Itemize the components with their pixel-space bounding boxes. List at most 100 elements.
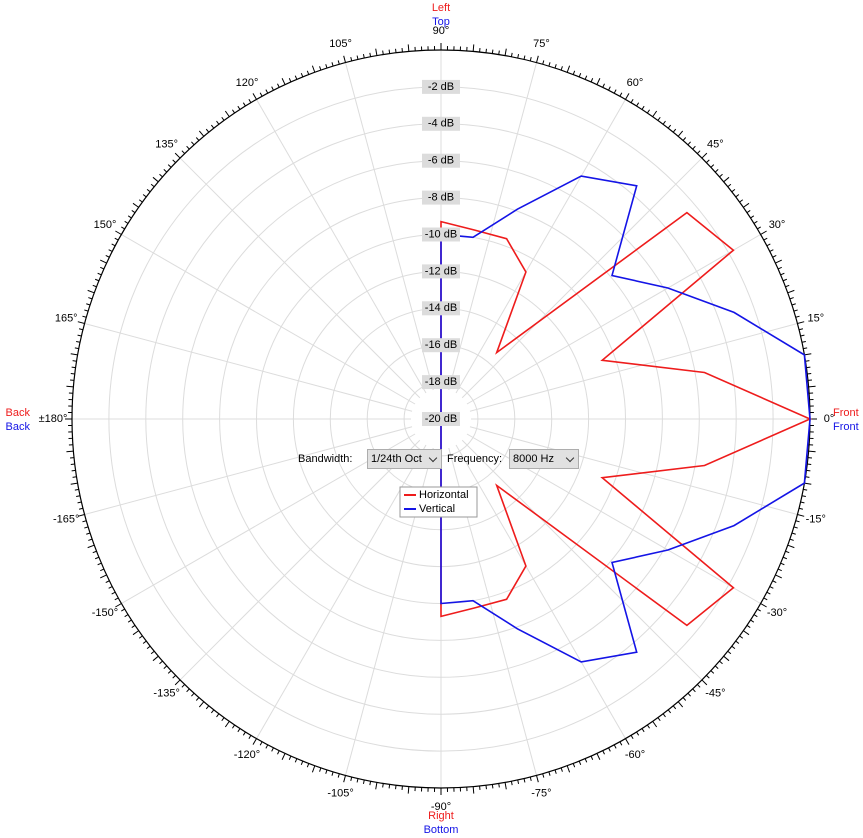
minor-tick bbox=[803, 488, 808, 491]
minor-tick bbox=[242, 731, 246, 736]
minor-tick bbox=[111, 243, 116, 247]
minor-tick bbox=[87, 289, 95, 294]
minor-tick bbox=[265, 89, 269, 94]
frequency-select[interactable]: 8000 Hz bbox=[509, 449, 579, 469]
minor-tick bbox=[191, 692, 195, 697]
minor-tick bbox=[630, 735, 634, 739]
minor-tick bbox=[356, 778, 359, 783]
bandwidth-label: Bandwidth: bbox=[298, 453, 353, 465]
minor-tick bbox=[646, 724, 650, 729]
minor-tick bbox=[105, 255, 110, 258]
theta-tick-label: 15° bbox=[807, 312, 824, 324]
minor-tick bbox=[806, 366, 811, 369]
minor-tick bbox=[407, 44, 410, 52]
grid-spoke bbox=[121, 234, 416, 405]
minor-tick bbox=[114, 237, 119, 241]
minor-tick bbox=[584, 758, 588, 763]
minor-tick bbox=[536, 55, 539, 63]
minor-tick bbox=[343, 55, 346, 63]
minor-tick bbox=[554, 769, 557, 774]
minor-tick bbox=[775, 259, 782, 264]
minor-tick bbox=[131, 624, 136, 628]
minor-tick bbox=[277, 750, 280, 755]
minor-tick bbox=[548, 771, 551, 776]
minor-tick bbox=[692, 145, 696, 150]
minor-tick bbox=[121, 226, 125, 230]
minor-tick bbox=[88, 297, 93, 300]
minor-tick bbox=[146, 188, 151, 193]
minor-tick bbox=[216, 713, 220, 718]
minor-tick bbox=[636, 102, 640, 107]
theta-tick-label: 60° bbox=[627, 77, 644, 89]
minor-tick bbox=[115, 603, 122, 608]
minor-tick bbox=[735, 640, 740, 644]
series-line bbox=[440, 175, 811, 663]
minor-tick bbox=[719, 173, 723, 178]
r-tick-label: -20 dB bbox=[425, 413, 457, 425]
minor-tick bbox=[382, 783, 384, 788]
minor-tick bbox=[652, 110, 658, 118]
minor-tick bbox=[682, 697, 687, 701]
minor-tick bbox=[121, 608, 125, 612]
minor-tick bbox=[294, 758, 298, 763]
minor-tick bbox=[108, 586, 113, 589]
minor-tick bbox=[325, 769, 328, 774]
minor-tick bbox=[793, 526, 798, 529]
minor-tick bbox=[97, 272, 102, 276]
minor-tick bbox=[265, 744, 269, 749]
r-tick-label: -6 dB bbox=[428, 155, 454, 167]
r-tick-bg bbox=[422, 79, 460, 94]
minor-tick bbox=[742, 630, 750, 636]
minor-tick bbox=[350, 56, 353, 62]
legend-box bbox=[399, 486, 478, 518]
bandwidth-select[interactable]: 1/24th Oct bbox=[367, 449, 442, 469]
minor-tick bbox=[237, 105, 241, 110]
minor-tick bbox=[100, 574, 107, 579]
minor-tick bbox=[714, 665, 719, 669]
minor-tick bbox=[159, 660, 163, 665]
minor-tick bbox=[78, 507, 84, 510]
r-tick-label: -14 dB bbox=[425, 302, 457, 314]
minor-tick bbox=[529, 56, 532, 62]
minor-tick bbox=[281, 78, 286, 85]
minor-tick bbox=[70, 482, 78, 485]
minor-tick bbox=[337, 60, 340, 65]
minor-tick bbox=[319, 66, 322, 71]
minor-tick bbox=[566, 65, 571, 73]
minor-tick bbox=[210, 709, 215, 714]
minor-tick bbox=[578, 72, 582, 78]
minor-tick bbox=[625, 738, 630, 745]
minor-tick bbox=[714, 169, 719, 173]
minor-tick bbox=[797, 514, 805, 517]
grid-spoke bbox=[84, 323, 413, 412]
minor-tick bbox=[325, 64, 328, 69]
minor-tick bbox=[87, 544, 95, 549]
r-tick-label: -10 dB bbox=[425, 228, 457, 240]
minor-tick bbox=[584, 75, 588, 80]
minor-tick bbox=[542, 773, 545, 778]
minor-tick bbox=[772, 255, 777, 258]
minor-tick bbox=[277, 83, 280, 88]
theta-tick-label: 105° bbox=[329, 38, 352, 50]
minor-tick bbox=[766, 591, 771, 595]
minor-tick bbox=[152, 655, 159, 662]
minor-tick bbox=[542, 60, 545, 65]
minor-tick bbox=[613, 744, 617, 749]
minor-tick bbox=[288, 78, 292, 83]
r-tick-label: -8 dB bbox=[428, 192, 454, 204]
minor-tick bbox=[498, 783, 500, 788]
minor-tick bbox=[801, 340, 806, 343]
minor-tick bbox=[566, 765, 571, 773]
minor-tick bbox=[772, 580, 777, 583]
minor-tick bbox=[800, 501, 805, 504]
minor-tick bbox=[560, 66, 563, 71]
theta-tick-label: -165° bbox=[53, 513, 79, 525]
minor-tick bbox=[677, 701, 684, 708]
minor-tick bbox=[782, 278, 788, 282]
minor-tick bbox=[237, 728, 241, 733]
minor-tick bbox=[805, 476, 810, 478]
minor-tick bbox=[331, 62, 334, 67]
minor-tick bbox=[242, 102, 246, 107]
minor-tick bbox=[572, 763, 576, 768]
minor-tick bbox=[798, 507, 804, 510]
